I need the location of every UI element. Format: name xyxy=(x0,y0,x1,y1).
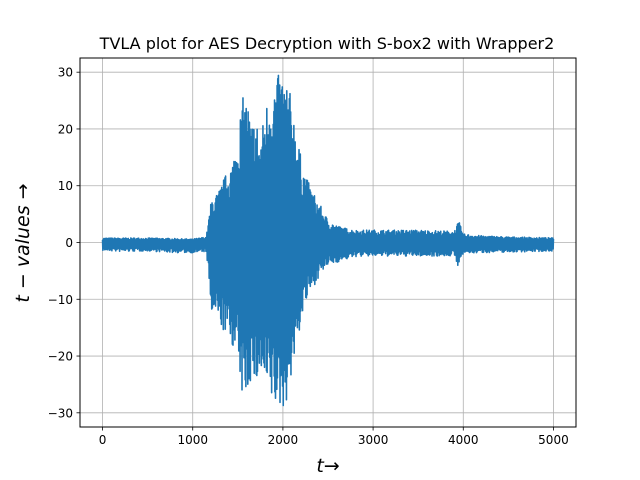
y-tick-label: 20 xyxy=(58,122,73,136)
series-line xyxy=(101,74,555,407)
y-tick-label: 10 xyxy=(58,179,73,193)
x-tick-label: 1000 xyxy=(177,433,208,447)
x-tick-label: 2000 xyxy=(268,433,299,447)
y-tick-label: −20 xyxy=(48,350,73,364)
chart-title: TVLA plot for AES Decryption with S-box2… xyxy=(99,34,555,53)
y-axis-label: t − values → xyxy=(12,183,34,302)
x-tick-label: 0 xyxy=(99,433,107,447)
x-tick-label: 5000 xyxy=(538,433,569,447)
x-tick-label: 4000 xyxy=(448,433,479,447)
ticks: 0 1000 2000 3000 4000 5000 −30 −20 −10 0 10 20 30 xyxy=(48,66,569,447)
y-tick-label: −10 xyxy=(48,293,73,307)
x-axis-label: t→ xyxy=(316,455,339,477)
y-tick-label: −30 xyxy=(48,406,73,420)
y-tick-label: 30 xyxy=(58,66,73,80)
y-tick-label: 0 xyxy=(65,236,73,250)
x-tick-label: 3000 xyxy=(358,433,389,447)
series-layer xyxy=(101,74,555,407)
